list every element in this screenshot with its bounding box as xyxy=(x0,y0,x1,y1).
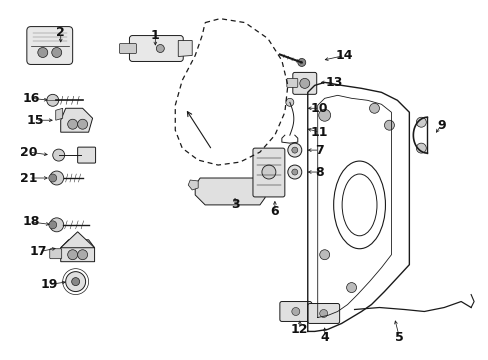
Text: 19: 19 xyxy=(40,278,57,291)
Text: 2: 2 xyxy=(56,26,65,39)
Circle shape xyxy=(319,250,329,260)
Text: 13: 13 xyxy=(325,76,343,89)
Circle shape xyxy=(415,117,426,127)
Circle shape xyxy=(67,119,78,129)
Text: 16: 16 xyxy=(22,92,40,105)
Circle shape xyxy=(299,78,309,88)
Circle shape xyxy=(291,307,299,315)
Circle shape xyxy=(346,283,356,293)
Circle shape xyxy=(318,109,330,121)
Text: 14: 14 xyxy=(335,49,353,62)
Circle shape xyxy=(78,250,87,260)
Text: 20: 20 xyxy=(20,145,38,159)
Circle shape xyxy=(38,48,48,58)
Circle shape xyxy=(415,143,426,153)
Polygon shape xyxy=(61,108,92,132)
FancyBboxPatch shape xyxy=(307,303,339,323)
Text: 8: 8 xyxy=(315,166,324,179)
Text: 9: 9 xyxy=(436,119,445,132)
Text: 18: 18 xyxy=(22,215,40,228)
Text: 11: 11 xyxy=(310,126,328,139)
Text: 1: 1 xyxy=(151,29,160,42)
Polygon shape xyxy=(178,41,192,57)
Polygon shape xyxy=(61,232,94,248)
Text: 15: 15 xyxy=(27,114,44,127)
Circle shape xyxy=(297,58,305,67)
Circle shape xyxy=(262,165,275,179)
Circle shape xyxy=(67,250,78,260)
Circle shape xyxy=(52,48,61,58)
Text: 7: 7 xyxy=(315,144,324,157)
Circle shape xyxy=(319,310,327,318)
Polygon shape xyxy=(195,178,267,205)
Circle shape xyxy=(47,94,59,106)
Circle shape xyxy=(384,120,394,130)
Circle shape xyxy=(49,174,57,182)
Polygon shape xyxy=(56,108,62,120)
Circle shape xyxy=(65,272,85,292)
Circle shape xyxy=(291,147,297,153)
Circle shape xyxy=(53,149,64,161)
Text: 6: 6 xyxy=(270,205,279,219)
Circle shape xyxy=(285,98,293,106)
FancyBboxPatch shape xyxy=(78,147,95,163)
Circle shape xyxy=(287,143,301,157)
Circle shape xyxy=(50,218,63,232)
Circle shape xyxy=(49,221,57,229)
Text: 10: 10 xyxy=(310,102,328,115)
FancyBboxPatch shape xyxy=(27,27,73,64)
FancyBboxPatch shape xyxy=(50,249,61,259)
Text: 12: 12 xyxy=(290,323,308,336)
Circle shape xyxy=(72,278,80,285)
Circle shape xyxy=(156,45,164,53)
FancyBboxPatch shape xyxy=(286,78,297,87)
Circle shape xyxy=(50,171,63,185)
Circle shape xyxy=(369,103,379,113)
Text: 17: 17 xyxy=(30,245,47,258)
Text: 21: 21 xyxy=(20,171,38,185)
Circle shape xyxy=(78,119,87,129)
Polygon shape xyxy=(61,240,94,262)
Text: 3: 3 xyxy=(230,198,239,211)
Text: 4: 4 xyxy=(320,331,328,344)
FancyBboxPatch shape xyxy=(252,148,285,197)
FancyBboxPatch shape xyxy=(119,44,136,54)
Text: 5: 5 xyxy=(394,331,403,344)
FancyBboxPatch shape xyxy=(279,302,311,321)
Polygon shape xyxy=(188,180,198,190)
FancyBboxPatch shape xyxy=(292,72,316,94)
FancyBboxPatch shape xyxy=(129,36,183,62)
Circle shape xyxy=(287,165,301,179)
Circle shape xyxy=(291,169,297,175)
